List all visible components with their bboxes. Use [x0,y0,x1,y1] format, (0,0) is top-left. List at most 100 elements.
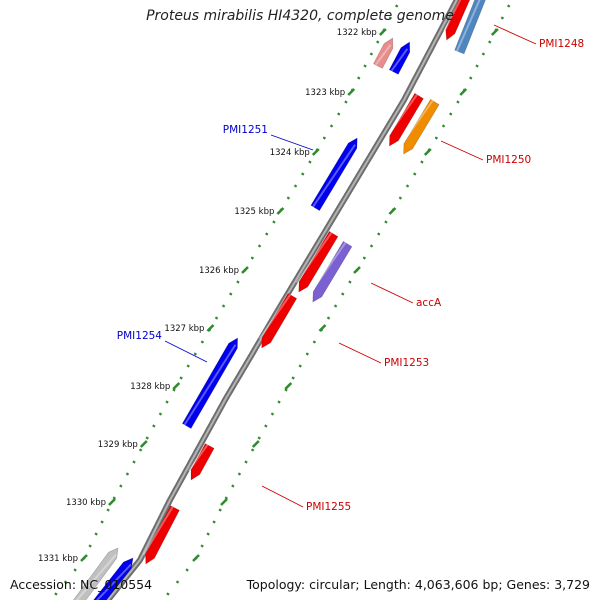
track-dot-left [172,388,176,392]
backbone-highlight [106,0,458,600]
track-dot-right [481,52,486,56]
tick-mark-left [139,440,148,448]
track-dot-left [165,400,169,404]
track-dot-right [257,436,261,440]
track-dot-left [186,364,190,368]
track-dot-left [112,496,116,500]
track-dot-right [398,196,403,200]
tick-label: 1326 kbp [199,266,239,276]
track-dot-left [250,256,255,260]
track-dot-right [166,592,170,596]
tick-mark-left [276,207,285,215]
track-dot-right [341,292,345,296]
track-dot-left [322,136,327,140]
gene-PMI1251 [310,137,358,212]
track-dot-left [193,352,197,356]
label-leader-PMI1255 [261,485,304,508]
track-dot-right [305,352,309,356]
tick-mark-left [206,324,215,332]
track-dot-right [333,304,338,308]
track-dot-right [456,100,460,104]
gene-highlight [456,0,481,52]
gene-label-accA: accA [416,297,442,309]
track-dot-right [175,580,180,584]
gene-highlight [95,563,132,600]
track-dot-right [206,532,210,536]
tick-mark-right [490,28,499,36]
track-dot-right [348,280,352,284]
track-dot-right [441,124,446,128]
accession-text: Accession: NC_010554 [10,577,153,592]
label-leader-PMI1253 [338,342,382,364]
gene-highlight [187,444,209,472]
gene-label-PMI1255: PMI1255 [306,501,351,513]
gene-highlight [312,144,356,208]
gene-highlight [258,294,292,340]
track-dot-left [138,448,143,452]
gene-grey-1331 [73,547,119,600]
tick-label: 1328 kbp [130,382,170,392]
track-dot-right [291,376,295,380]
track-dot-right [469,76,473,80]
track-dot-right [264,424,268,428]
tick-mark-right [318,324,327,332]
label-leader-accA [370,282,414,304]
tick-label: 1325 kbp [234,207,274,217]
track-dot-left [94,532,98,536]
tick-mark-right [353,266,361,274]
tick-mark-right [423,148,432,156]
track-dot-right [200,544,204,548]
track-dot-left [221,304,226,308]
gene-label-PMI1250: PMI1250 [486,154,531,166]
tick-label: 1327 kbp [164,324,204,334]
track-dot-right [507,4,511,8]
tick-label: 1322 kbp [337,28,377,38]
track-dot-right [413,172,417,176]
track-dot-right [449,112,453,116]
track-dot-left [145,436,149,440]
track-dot-right [244,460,248,464]
tick-label: 1324 kbp [270,148,310,158]
label-leader-PMI1254 [164,340,208,363]
gene-red-1325 [298,230,339,293]
gene-highlight [142,506,174,556]
track-dot-left [357,76,361,80]
track-dot-right [224,496,228,500]
gene-blue-1331 [93,557,134,600]
gene-PMI1254 [181,337,238,429]
gene-highlight [75,553,117,600]
tick-mark-right [251,440,260,448]
track-dot-left [344,100,348,104]
tick-mark-left [241,266,249,274]
gene-PMI1255 [145,505,180,565]
track-dot-right [270,412,275,416]
track-dot-right [377,232,381,236]
label-leader-PMI1248 [493,24,537,45]
track-dot-left [286,196,291,200]
gene-highlight [400,100,434,146]
track-dot-left [179,376,183,380]
tick-mark-right [459,88,468,96]
gene-PMI1248 [454,0,486,55]
gene-highlight [309,242,347,294]
track-dot-left [106,508,110,512]
tick-mark-left [172,382,181,390]
gene-label-PMI1248: PMI1248 [539,38,584,50]
track-dot-left [329,124,334,128]
track-dot-left [132,460,136,464]
track-dot-left [152,424,156,428]
tick-mark-right [284,382,293,390]
track-dot-right [420,160,424,164]
track-dot-right [185,568,189,572]
track-dot-left [308,160,312,164]
track-dot-left [214,316,219,320]
track-dot-left [63,580,68,584]
track-dot-right [212,520,216,524]
track-dot-left [337,112,341,116]
track-dot-right [298,364,302,368]
track-dot-left [395,4,399,8]
gene-pink-1322 [373,37,394,69]
track-dot-left [257,244,262,248]
track-dot-left [236,280,240,284]
